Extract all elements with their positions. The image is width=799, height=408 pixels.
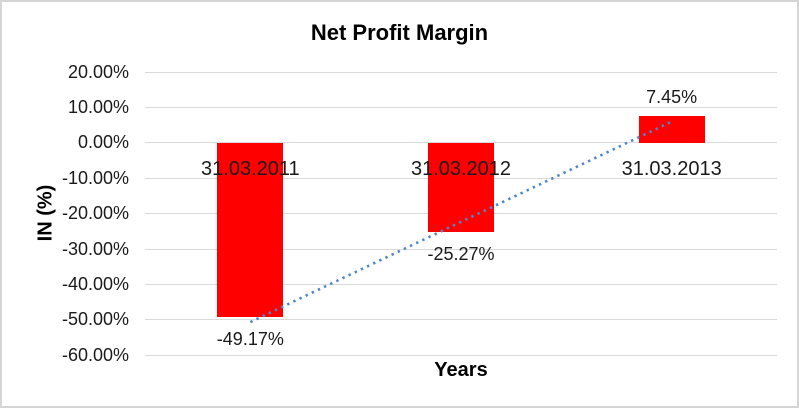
gridline <box>145 71 777 73</box>
y-tick-label: -10.00% <box>61 167 129 188</box>
y-tick-label: 0.00% <box>77 132 129 153</box>
chart-title: Net Profit Margin <box>310 20 489 45</box>
gridline <box>145 354 777 356</box>
category-label: 31.03.2011 <box>201 157 300 180</box>
y-tick-label: -40.00% <box>61 273 129 294</box>
y-tick-label: -60.00% <box>61 344 129 365</box>
bar-31.03.2012 <box>428 142 494 233</box>
gridline <box>145 106 777 108</box>
x-axis-title: Years <box>434 359 488 381</box>
data-label: -49.17% <box>216 328 284 349</box>
bar-31.03.2013 <box>638 116 705 143</box>
y-tick-label: -50.00% <box>61 309 129 330</box>
y-tick-label: 20.00% <box>67 61 129 82</box>
y-tick-label: -20.00% <box>61 203 129 224</box>
gridline <box>145 319 777 321</box>
y-tick-label: -30.00% <box>61 238 129 259</box>
data-label: 7.45% <box>646 87 698 108</box>
y-axis-title: IN (%) <box>34 184 57 242</box>
y-tick-label: 10.00% <box>67 96 129 117</box>
category-label: 31.03.2013 <box>621 157 722 180</box>
category-label: 31.03.2012 <box>410 157 512 180</box>
data-label: -25.27% <box>427 244 495 265</box>
